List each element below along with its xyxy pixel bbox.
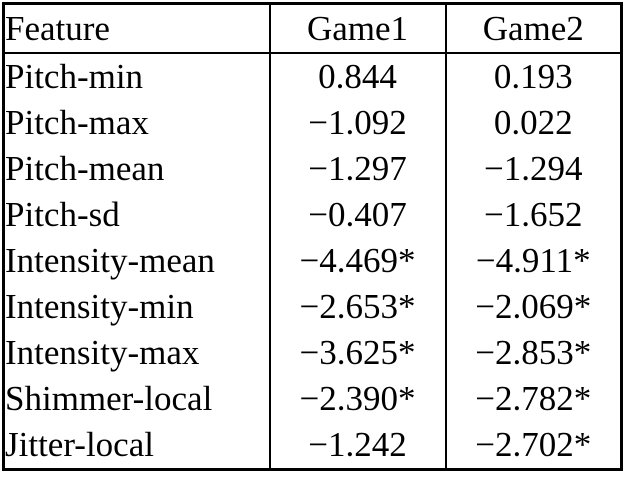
game1-cell: −1.242 <box>268 422 447 470</box>
game2-cell: −2.782* <box>444 376 623 422</box>
game1-cell: −2.390* <box>268 376 447 422</box>
table-row: Pitch-max −1.092 0.022 <box>2 100 623 146</box>
feature-cell: Pitch-min <box>2 53 271 100</box>
column-header-feature: Feature <box>2 3 271 54</box>
table-row: Intensity-max −3.625* −2.853* <box>2 330 623 376</box>
game2-cell: −2.702* <box>444 422 623 470</box>
game1-cell: −4.469* <box>268 238 447 284</box>
column-header-game2: Game2 <box>444 3 623 54</box>
game2-cell: 0.022 <box>444 100 623 146</box>
feature-cell: Intensity-max <box>2 330 271 376</box>
game2-cell: −2.069* <box>444 284 623 330</box>
table-row: Intensity-mean −4.469* −4.911* <box>2 238 623 284</box>
game1-cell: −0.407 <box>268 192 447 238</box>
table-row: Intensity-min −2.653* −2.069* <box>2 284 623 330</box>
game2-cell: −1.652 <box>444 192 623 238</box>
feature-cell: Jitter-local <box>2 422 271 470</box>
feature-cell: Shimmer-local <box>2 376 271 422</box>
game1-cell: 0.844 <box>268 53 447 100</box>
game1-cell: −2.653* <box>268 284 447 330</box>
game1-cell: −3.625* <box>268 330 447 376</box>
game1-cell: −1.297 <box>268 146 447 192</box>
table-row: Pitch-mean −1.297 −1.294 <box>2 146 623 192</box>
feature-cell: Intensity-min <box>2 284 271 330</box>
table-row: Shimmer-local −2.390* −2.782* <box>2 376 623 422</box>
feature-cell: Pitch-max <box>2 100 271 146</box>
game2-cell: −1.294 <box>444 146 623 192</box>
header-row: Feature Game1 Game2 <box>2 3 623 54</box>
game1-cell: −1.092 <box>268 100 447 146</box>
feature-cell: Pitch-mean <box>2 146 271 192</box>
feature-cell: Intensity-mean <box>2 238 271 284</box>
game2-cell: −2.853* <box>444 330 623 376</box>
column-header-game1: Game1 <box>268 3 447 54</box>
feature-cell: Pitch-sd <box>2 192 271 238</box>
table-row: Pitch-sd −0.407 −1.652 <box>2 192 623 238</box>
game2-cell: −4.911* <box>444 238 623 284</box>
table-row: Pitch-min 0.844 0.193 <box>2 53 623 100</box>
results-table: Feature Game1 Game2 Pitch-min 0.844 0.19… <box>2 2 623 471</box>
table-row: Jitter-local −1.242 −2.702* <box>2 422 623 470</box>
game2-cell: 0.193 <box>444 53 623 100</box>
